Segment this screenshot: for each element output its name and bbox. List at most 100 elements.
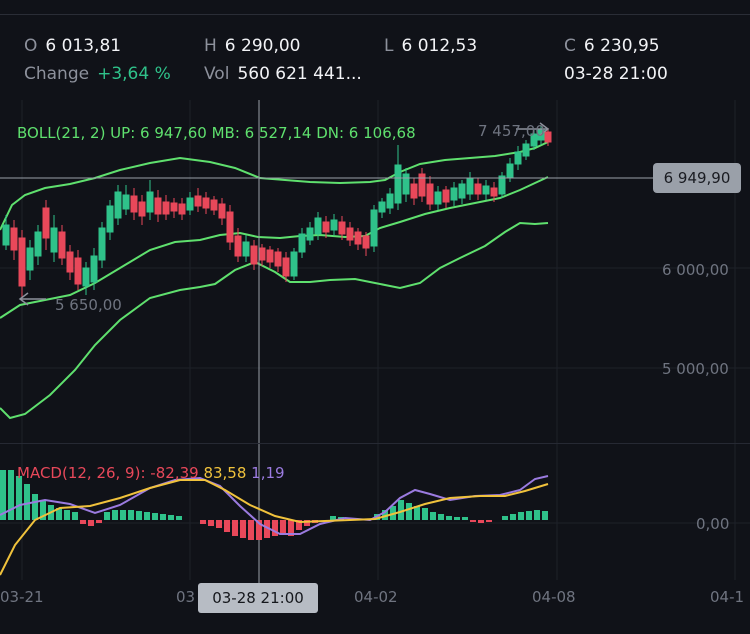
candle (210, 196, 218, 215)
candle (234, 228, 242, 262)
candle (314, 212, 322, 240)
candle (18, 230, 26, 300)
candle (282, 252, 290, 282)
low-marker-arrow (18, 292, 46, 306)
candle (194, 188, 202, 212)
candle (298, 228, 306, 258)
candle (544, 128, 552, 146)
pane-divider (0, 443, 750, 444)
candle (522, 140, 530, 160)
candle (498, 172, 506, 198)
volume-field: Vol 560 621 441... (204, 64, 362, 84)
candle (202, 192, 210, 214)
candles (2, 126, 552, 300)
candle (250, 240, 258, 270)
candle (386, 188, 394, 214)
candle (362, 232, 370, 256)
high-marker-label: 7 457,00 (478, 122, 545, 140)
candle (10, 220, 18, 260)
candle (426, 176, 434, 210)
candle (130, 188, 138, 220)
macd-tick-zero: 0,00 (696, 515, 729, 533)
price-tick-5000: 5 000,00 (662, 360, 729, 378)
macd-hist-value: 1,19 (251, 464, 285, 482)
candle (490, 182, 498, 202)
candle (530, 130, 538, 150)
candle (434, 186, 442, 210)
candle (34, 225, 42, 265)
candle (450, 182, 458, 206)
candle (82, 262, 90, 295)
candle (90, 248, 98, 290)
candle (218, 198, 226, 225)
candle (290, 248, 298, 280)
candle (2, 215, 10, 250)
candle (186, 192, 194, 215)
time-field: 03-28 21:00 (564, 64, 668, 84)
boll-lower-band (0, 221, 549, 420)
candle (514, 146, 522, 170)
candle (370, 205, 378, 252)
candle (154, 190, 162, 222)
candle (346, 222, 354, 246)
candle (410, 178, 418, 205)
macd-name: MACD(12, 26, 9): (17, 464, 146, 482)
candle (402, 168, 410, 202)
candle (306, 222, 314, 245)
candle (338, 216, 346, 240)
candle (226, 205, 234, 250)
candle (322, 216, 330, 238)
candle (162, 195, 170, 220)
candle (466, 172, 474, 200)
boll-indicator-label: BOLL(21, 2) UP: 6 947,60 MB: 6 527,14 DN… (17, 124, 416, 142)
time-tick-5: 04-1 (710, 588, 744, 606)
candle (330, 214, 338, 236)
time-tick-3: 04-02 (354, 588, 398, 606)
boll-upper-band (0, 141, 549, 231)
time-tick-4: 04-08 (532, 588, 576, 606)
price-tick-6000: 6 000,00 (662, 261, 729, 279)
crosshair-price-tag: 6 949,90 (653, 163, 741, 193)
candle (42, 200, 50, 250)
candle (378, 198, 386, 218)
candle (170, 198, 178, 218)
candle (418, 168, 426, 202)
macd-indicator-label: MACD(12, 26, 9): -82,39 83,58 1,19 (17, 464, 285, 482)
top-border (0, 14, 750, 15)
time-tick-2: 03 (176, 588, 195, 606)
candle (442, 186, 450, 208)
macd-dea-line (0, 479, 549, 576)
candle (146, 180, 154, 220)
macd-dea-value: 83,58 (203, 464, 247, 482)
crosshair-time-tag: 03-28 21:00 (198, 583, 318, 613)
candle (178, 198, 186, 220)
bollinger-bands (0, 141, 549, 420)
boll-middle-band (0, 176, 549, 319)
candle (98, 222, 106, 268)
candle (74, 250, 82, 290)
change-field: Change +3,64 % (24, 64, 171, 84)
candle (242, 235, 250, 262)
candle (354, 228, 362, 250)
candle (58, 225, 66, 265)
candle (66, 245, 74, 280)
candle (122, 185, 130, 215)
candle (138, 195, 146, 225)
candle (474, 178, 482, 200)
low-marker-label: 5 650,00 (55, 296, 122, 314)
candle (26, 240, 34, 280)
candle (482, 180, 490, 200)
candle (274, 248, 282, 272)
crosshair (0, 100, 653, 583)
candle (114, 185, 122, 225)
candle (258, 244, 266, 266)
candle (458, 180, 466, 204)
time-tick-1: 03-21 (0, 588, 44, 606)
candle (50, 215, 58, 262)
candle (266, 246, 274, 268)
